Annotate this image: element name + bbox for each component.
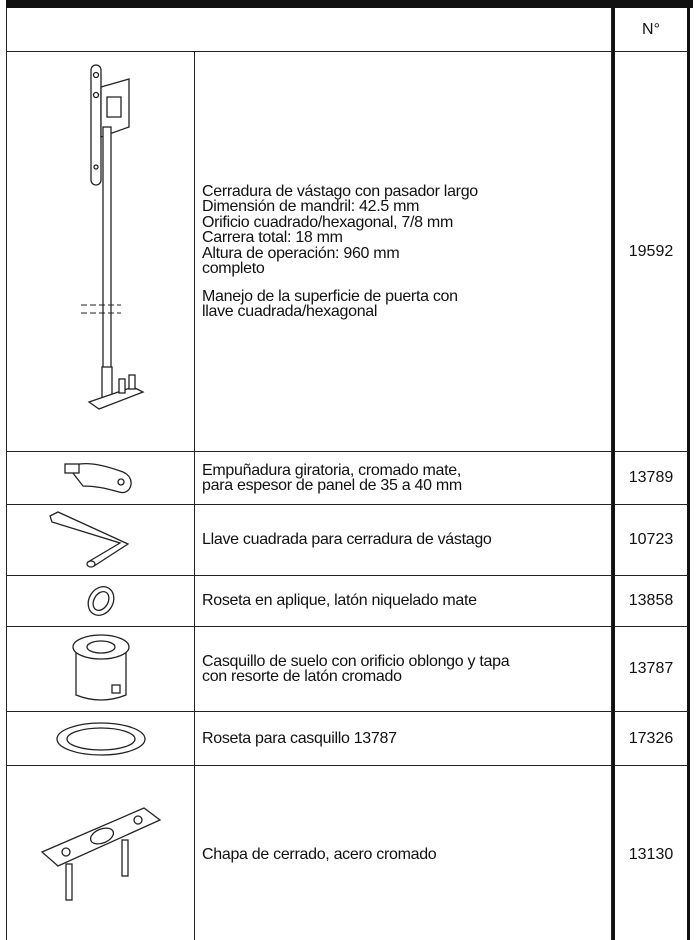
article-number: 13130 (612, 766, 690, 940)
product-image (6, 452, 195, 505)
description: Llave cuadrada para cerradura de vástago (195, 505, 612, 576)
description: Chapa de cerrado, acero cromado (195, 766, 612, 940)
product-image (6, 576, 195, 627)
description-line: Altura de operación: 960 mm (202, 244, 400, 262)
description-line: Roseta en aplique, latón niquelado mate (202, 592, 477, 610)
description-line: Dimensión de mandril: 42.5 mm (202, 198, 420, 215)
description-line: Empuñadura giratoria, cromado mate, (202, 461, 461, 479)
description-line: Chapa de cerrado, acero cromado (202, 846, 437, 864)
product-image (6, 505, 195, 576)
description-line: llave cuadrada/hexagonal (202, 303, 378, 320)
article-number: 13858 (612, 576, 690, 627)
description-line: Roseta para casquillo 13787 (202, 729, 397, 747)
article-number: 13789 (612, 452, 690, 505)
article-number: 19592 (612, 52, 690, 452)
description-line: Carrera total: 18 mm (202, 229, 343, 246)
article-number: 13787 (612, 627, 690, 712)
product-image (6, 712, 195, 766)
description: Empuñadura giratoria, cromado mate, para … (195, 452, 612, 505)
description: Casquillo de suelo con orificio oblongo … (195, 627, 612, 712)
description-line: completo (202, 260, 265, 277)
product-image (6, 52, 195, 452)
description-line: Orificio cuadrado/hexagonal, 7/8 mm (202, 213, 453, 231)
header-number: N° (612, 8, 690, 52)
description-line: para espesor de panel de 35 a 40 mm (202, 477, 462, 494)
description-line: Manejo de la superficie de puerta con (202, 287, 458, 305)
top-bar (6, 0, 693, 8)
article-number: 17326 (612, 712, 690, 766)
description-line: con resorte de latón cromado (202, 668, 402, 685)
header-blank (6, 8, 612, 52)
product-image (6, 627, 195, 712)
description: Roseta para casquillo 13787 (195, 712, 612, 766)
product-image (6, 766, 195, 940)
article-number: 10723 (612, 505, 690, 576)
description-line: Casquillo de suelo con orificio oblongo … (202, 652, 510, 670)
description-line: Llave cuadrada para cerradura de vástago (202, 531, 492, 549)
description: Roseta en aplique, latón niquelado mate (195, 576, 612, 627)
description: Cerradura de vástago con pasador largo Di… (195, 52, 612, 452)
description-line: Cerradura de vástago con pasador largo (202, 182, 478, 200)
